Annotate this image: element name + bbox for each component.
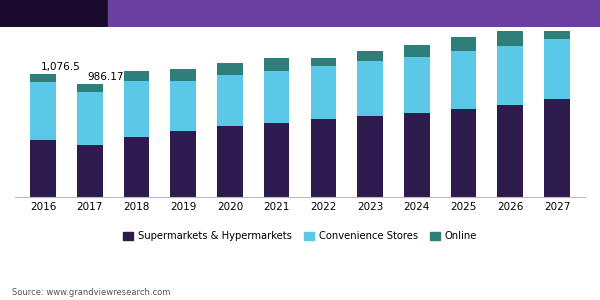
Bar (357, 61, 383, 116)
Bar (124, 81, 149, 137)
Bar (124, 71, 149, 81)
Polygon shape (0, 0, 108, 27)
Bar (217, 63, 243, 75)
Bar (264, 123, 289, 197)
Bar (404, 44, 430, 56)
Bar (544, 18, 570, 39)
Bar (170, 131, 196, 197)
Text: Source: www.grandviewresearch.com: Source: www.grandviewresearch.com (12, 288, 170, 297)
Bar (77, 92, 103, 145)
Bar (497, 105, 523, 197)
Bar (170, 69, 196, 81)
Bar (124, 137, 149, 197)
Bar (357, 51, 383, 61)
Polygon shape (108, 0, 600, 27)
Bar (311, 58, 336, 66)
Bar (30, 74, 56, 82)
Bar (357, 116, 383, 197)
Bar (170, 81, 196, 131)
Title: U.S. dried fruit market size, by distribution channel, 2016 - 2027 (USD Million): U.S. dried fruit market size, by distrib… (47, 15, 553, 25)
Text: 1,076.5: 1,076.5 (41, 62, 80, 72)
Bar (264, 71, 289, 123)
Text: 986.17: 986.17 (88, 72, 124, 82)
Bar (217, 126, 243, 197)
Bar (77, 84, 103, 92)
Bar (544, 39, 570, 100)
Bar (30, 140, 56, 197)
Bar (264, 58, 289, 71)
Bar (497, 46, 523, 105)
Bar (311, 66, 336, 119)
Bar (404, 56, 430, 112)
Bar (77, 145, 103, 197)
Bar (30, 82, 56, 140)
Legend: Supermarkets & Hypermarkets, Convenience Stores, Online: Supermarkets & Hypermarkets, Convenience… (119, 227, 481, 245)
Bar (404, 112, 430, 197)
Bar (311, 119, 336, 197)
Bar (497, 28, 523, 46)
Bar (544, 100, 570, 197)
Bar (217, 75, 243, 126)
Bar (451, 109, 476, 197)
Bar (451, 37, 476, 51)
Bar (451, 51, 476, 109)
